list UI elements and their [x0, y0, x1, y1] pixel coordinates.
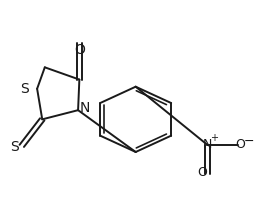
Text: −: −: [243, 135, 254, 148]
Text: N: N: [80, 101, 90, 115]
Text: +: +: [210, 133, 218, 143]
Text: S: S: [20, 82, 29, 96]
Text: N: N: [203, 138, 212, 151]
Text: O: O: [197, 166, 207, 179]
Text: S: S: [10, 140, 18, 154]
Text: O: O: [74, 43, 85, 57]
Text: O: O: [236, 138, 246, 151]
